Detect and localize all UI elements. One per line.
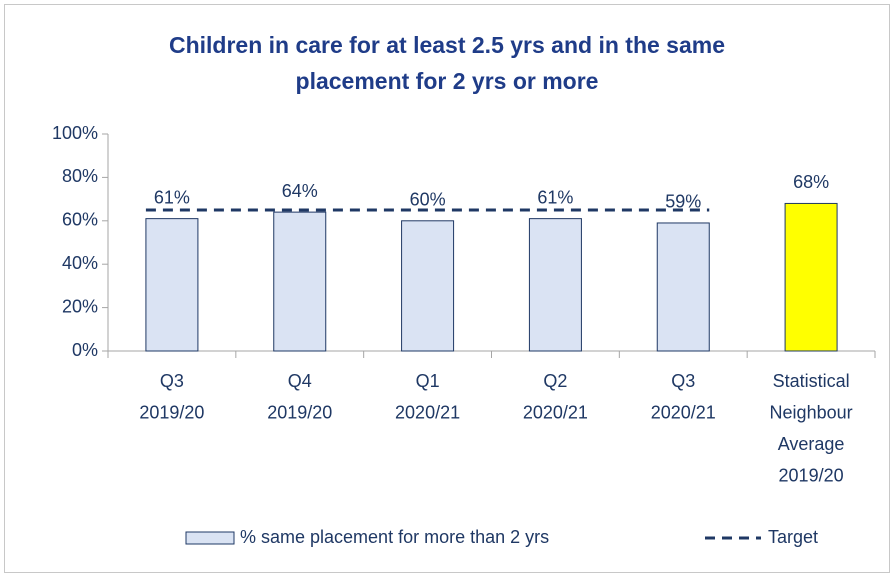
- bar: [656, 222, 710, 352]
- legend-swatch: [185, 531, 235, 545]
- y-tick-label: 0%: [72, 340, 98, 360]
- legend-label: % same placement for more than 2 yrs: [240, 527, 549, 547]
- y-tick-label: 100%: [52, 123, 98, 143]
- x-tick-label: 2020/21: [651, 402, 716, 422]
- x-tick-label: Q1: [416, 371, 440, 391]
- x-tick-label: Q4: [288, 371, 312, 391]
- data-label: 61%: [154, 187, 190, 207]
- bar: [528, 218, 582, 352]
- x-tick-label: Q3: [160, 371, 184, 391]
- bar: [145, 218, 199, 352]
- data-label: 60%: [410, 190, 446, 210]
- x-tick-label: Q2: [543, 371, 567, 391]
- chart-title: placement for 2 yrs or more: [296, 68, 599, 94]
- x-tick-label: 2020/21: [395, 402, 460, 422]
- x-tick-label: 2019/20: [267, 402, 332, 422]
- y-tick-label: 40%: [62, 253, 98, 273]
- bar: [784, 202, 838, 352]
- chart-title: Children in care for at least 2.5 yrs an…: [169, 32, 725, 58]
- y-tick-label: 80%: [62, 166, 98, 186]
- data-label: 59%: [665, 192, 701, 212]
- x-tick-label: Neighbour: [770, 402, 853, 422]
- x-tick-label: Q3: [671, 371, 695, 391]
- data-label: 68%: [793, 172, 829, 192]
- data-label: 61%: [537, 187, 573, 207]
- bar: [401, 220, 455, 352]
- x-tick-label: Average: [778, 434, 845, 454]
- x-tick-label: Statistical: [773, 371, 850, 391]
- x-tick-label: 2019/20: [139, 402, 204, 422]
- y-tick-label: 20%: [62, 296, 98, 316]
- legend-label: Target: [768, 527, 818, 547]
- data-label: 64%: [282, 181, 318, 201]
- x-tick-label: 2019/20: [779, 465, 844, 485]
- x-tick-label: 2020/21: [523, 402, 588, 422]
- y-tick-label: 60%: [62, 210, 98, 230]
- bar: [273, 211, 327, 352]
